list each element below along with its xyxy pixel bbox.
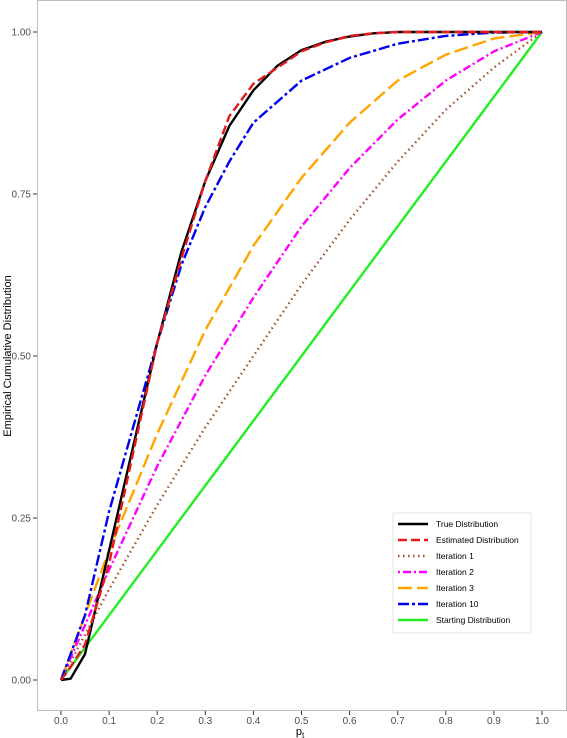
y-tick-label: 1.00 — [12, 28, 32, 39]
series-line — [59, 30, 543, 681]
y-axis-title: Empirical Cumulative Distribution — [2, 275, 14, 436]
x-tick-label: 0.2 — [150, 716, 164, 727]
x-axis-title: pt — [296, 726, 305, 738]
legend-label: True Distribution — [436, 519, 498, 529]
x-tick-label: 1.0 — [535, 716, 549, 727]
legend-label: Iteration 10 — [436, 599, 479, 609]
y-tick-label: 0.25 — [12, 514, 32, 525]
x-axis-title-subscript: t — [302, 731, 305, 738]
legend-label: Iteration 2 — [436, 567, 474, 577]
x-tick-label: 0.1 — [102, 716, 116, 727]
x-tick-label: 0.9 — [487, 716, 501, 727]
x-tick-label: 0.3 — [198, 716, 212, 727]
x-tick-label: 0.7 — [391, 716, 405, 727]
series-line — [60, 31, 543, 681]
legend: True Distribution Estimated Distribution I… — [392, 512, 532, 634]
series-line — [59, 31, 543, 681]
y-tick-label: 0.75 — [12, 190, 32, 201]
y-tick-label: 0.50 — [12, 352, 32, 363]
y-axis: 0.00 0.25 0.50 0.75 1.00 — [12, 28, 37, 687]
x-axis-title-main: p — [296, 726, 302, 738]
x-tick-label: 0.6 — [343, 716, 357, 727]
x-tick-label: 0.0 — [54, 716, 68, 727]
x-tick-label: 0.4 — [246, 716, 260, 727]
x-axis: 0.0 0.1 0.2 0.3 0.4 0.5 0.6 0.7 0.8 0.9 1.0 — [54, 711, 549, 727]
legend-label: Starting Distribution — [436, 615, 510, 625]
series-line — [59, 30, 543, 681]
y-tick-label: 0.00 — [12, 676, 32, 687]
legend-label: Estimated Distribution — [436, 535, 519, 545]
series-line — [60, 30, 542, 681]
x-tick-label: 0.5 — [295, 716, 309, 727]
series-lines — [59, 30, 543, 682]
legend-label: Iteration 3 — [436, 583, 474, 593]
legend-label: Iteration 1 — [436, 551, 474, 561]
x-tick-label: 0.8 — [439, 716, 453, 727]
